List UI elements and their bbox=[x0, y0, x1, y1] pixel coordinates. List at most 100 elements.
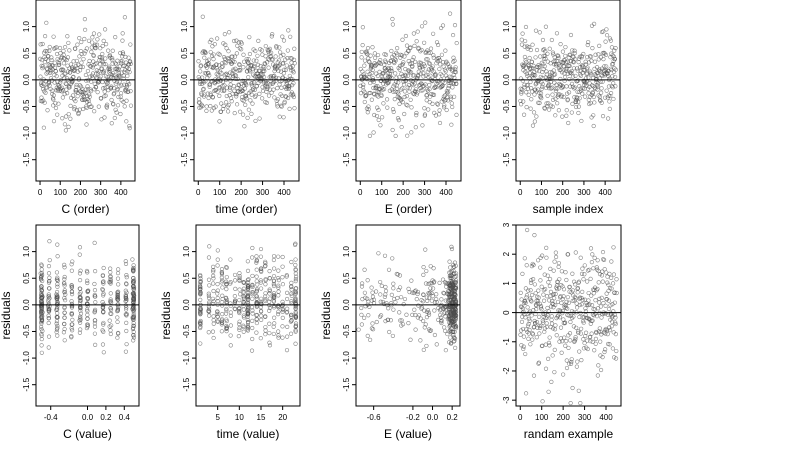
x-tick-label: 300 bbox=[256, 188, 270, 197]
data-point bbox=[250, 296, 255, 301]
data-point bbox=[400, 37, 405, 42]
data-point bbox=[97, 58, 102, 63]
data-point bbox=[519, 91, 524, 96]
data-point bbox=[405, 48, 411, 53]
x-tick-label: 400 bbox=[439, 188, 453, 197]
data-point bbox=[77, 35, 82, 41]
data-point bbox=[96, 69, 101, 74]
data-point bbox=[68, 103, 73, 108]
data-point bbox=[555, 101, 560, 106]
data-point bbox=[448, 286, 453, 291]
data-point bbox=[211, 273, 216, 278]
data-point bbox=[197, 282, 203, 288]
x-tick-label: 100 bbox=[213, 188, 227, 197]
data-point bbox=[67, 66, 72, 71]
data-point bbox=[277, 114, 282, 119]
data-point bbox=[43, 90, 48, 95]
data-point bbox=[57, 45, 63, 51]
data-point bbox=[232, 293, 237, 299]
data-point bbox=[62, 327, 67, 332]
data-point bbox=[101, 329, 106, 334]
data-point bbox=[585, 65, 590, 70]
data-point bbox=[606, 68, 611, 74]
data-point bbox=[553, 96, 558, 101]
data-point bbox=[289, 287, 294, 292]
data-point bbox=[92, 109, 97, 114]
data-point bbox=[528, 106, 533, 111]
data-point bbox=[287, 106, 292, 111]
data-point bbox=[435, 102, 440, 107]
data-point bbox=[431, 69, 436, 74]
data-point bbox=[215, 309, 220, 315]
data-point bbox=[524, 105, 529, 110]
data-point bbox=[277, 45, 282, 50]
data-point bbox=[128, 103, 134, 108]
data-point bbox=[267, 305, 273, 311]
data-point bbox=[373, 62, 378, 68]
data-point bbox=[551, 291, 557, 297]
data-point bbox=[603, 52, 609, 58]
data-point bbox=[285, 95, 291, 101]
data-point bbox=[258, 278, 263, 283]
data-point bbox=[202, 55, 207, 60]
data-point bbox=[531, 308, 536, 313]
data-point bbox=[215, 314, 220, 319]
data-point bbox=[93, 85, 99, 90]
data-point bbox=[221, 106, 226, 112]
data-point bbox=[219, 267, 225, 272]
data-point bbox=[421, 74, 426, 79]
data-point bbox=[538, 54, 543, 59]
data-point bbox=[265, 81, 271, 86]
data-point bbox=[263, 54, 268, 59]
data-point bbox=[89, 73, 95, 78]
data-point bbox=[545, 273, 550, 278]
data-point bbox=[224, 100, 229, 105]
data-point bbox=[564, 108, 569, 113]
data-point bbox=[574, 66, 580, 71]
data-points bbox=[518, 227, 619, 406]
data-point bbox=[569, 71, 574, 76]
data-point bbox=[605, 332, 610, 337]
data-point bbox=[586, 97, 591, 102]
data-point bbox=[602, 311, 607, 316]
data-point bbox=[82, 97, 87, 102]
x-axis-label: time (order) bbox=[215, 202, 277, 216]
data-point bbox=[398, 87, 404, 92]
data-point bbox=[245, 115, 250, 120]
data-point bbox=[224, 326, 229, 331]
data-point bbox=[43, 48, 48, 54]
data-point bbox=[78, 64, 83, 70]
data-point bbox=[447, 317, 453, 322]
x-tick-label: 300 bbox=[418, 188, 432, 197]
data-point bbox=[198, 320, 203, 325]
data-point bbox=[115, 295, 120, 300]
data-point bbox=[233, 66, 238, 71]
data-point bbox=[566, 345, 571, 351]
data-point bbox=[414, 92, 419, 97]
data-point bbox=[120, 38, 125, 43]
data-point bbox=[54, 319, 60, 324]
data-point bbox=[383, 68, 388, 73]
data-point bbox=[596, 57, 601, 62]
data-point bbox=[589, 54, 594, 59]
data-point bbox=[426, 281, 431, 287]
data-point bbox=[240, 112, 246, 117]
data-point bbox=[250, 308, 255, 313]
data-point bbox=[115, 58, 120, 63]
data-point bbox=[123, 294, 129, 299]
data-point bbox=[128, 42, 133, 47]
data-point bbox=[417, 60, 422, 65]
data-point bbox=[591, 123, 596, 129]
data-point bbox=[246, 57, 251, 62]
x-tick-label: 0 bbox=[518, 413, 523, 422]
data-point bbox=[422, 106, 427, 111]
data-point bbox=[59, 85, 65, 90]
data-point bbox=[85, 289, 90, 295]
data-point bbox=[583, 309, 588, 314]
data-point bbox=[366, 56, 371, 61]
data-point bbox=[529, 66, 534, 71]
data-point bbox=[206, 255, 212, 260]
data-point bbox=[108, 297, 113, 302]
data-point bbox=[38, 82, 44, 87]
data-point bbox=[598, 367, 604, 373]
